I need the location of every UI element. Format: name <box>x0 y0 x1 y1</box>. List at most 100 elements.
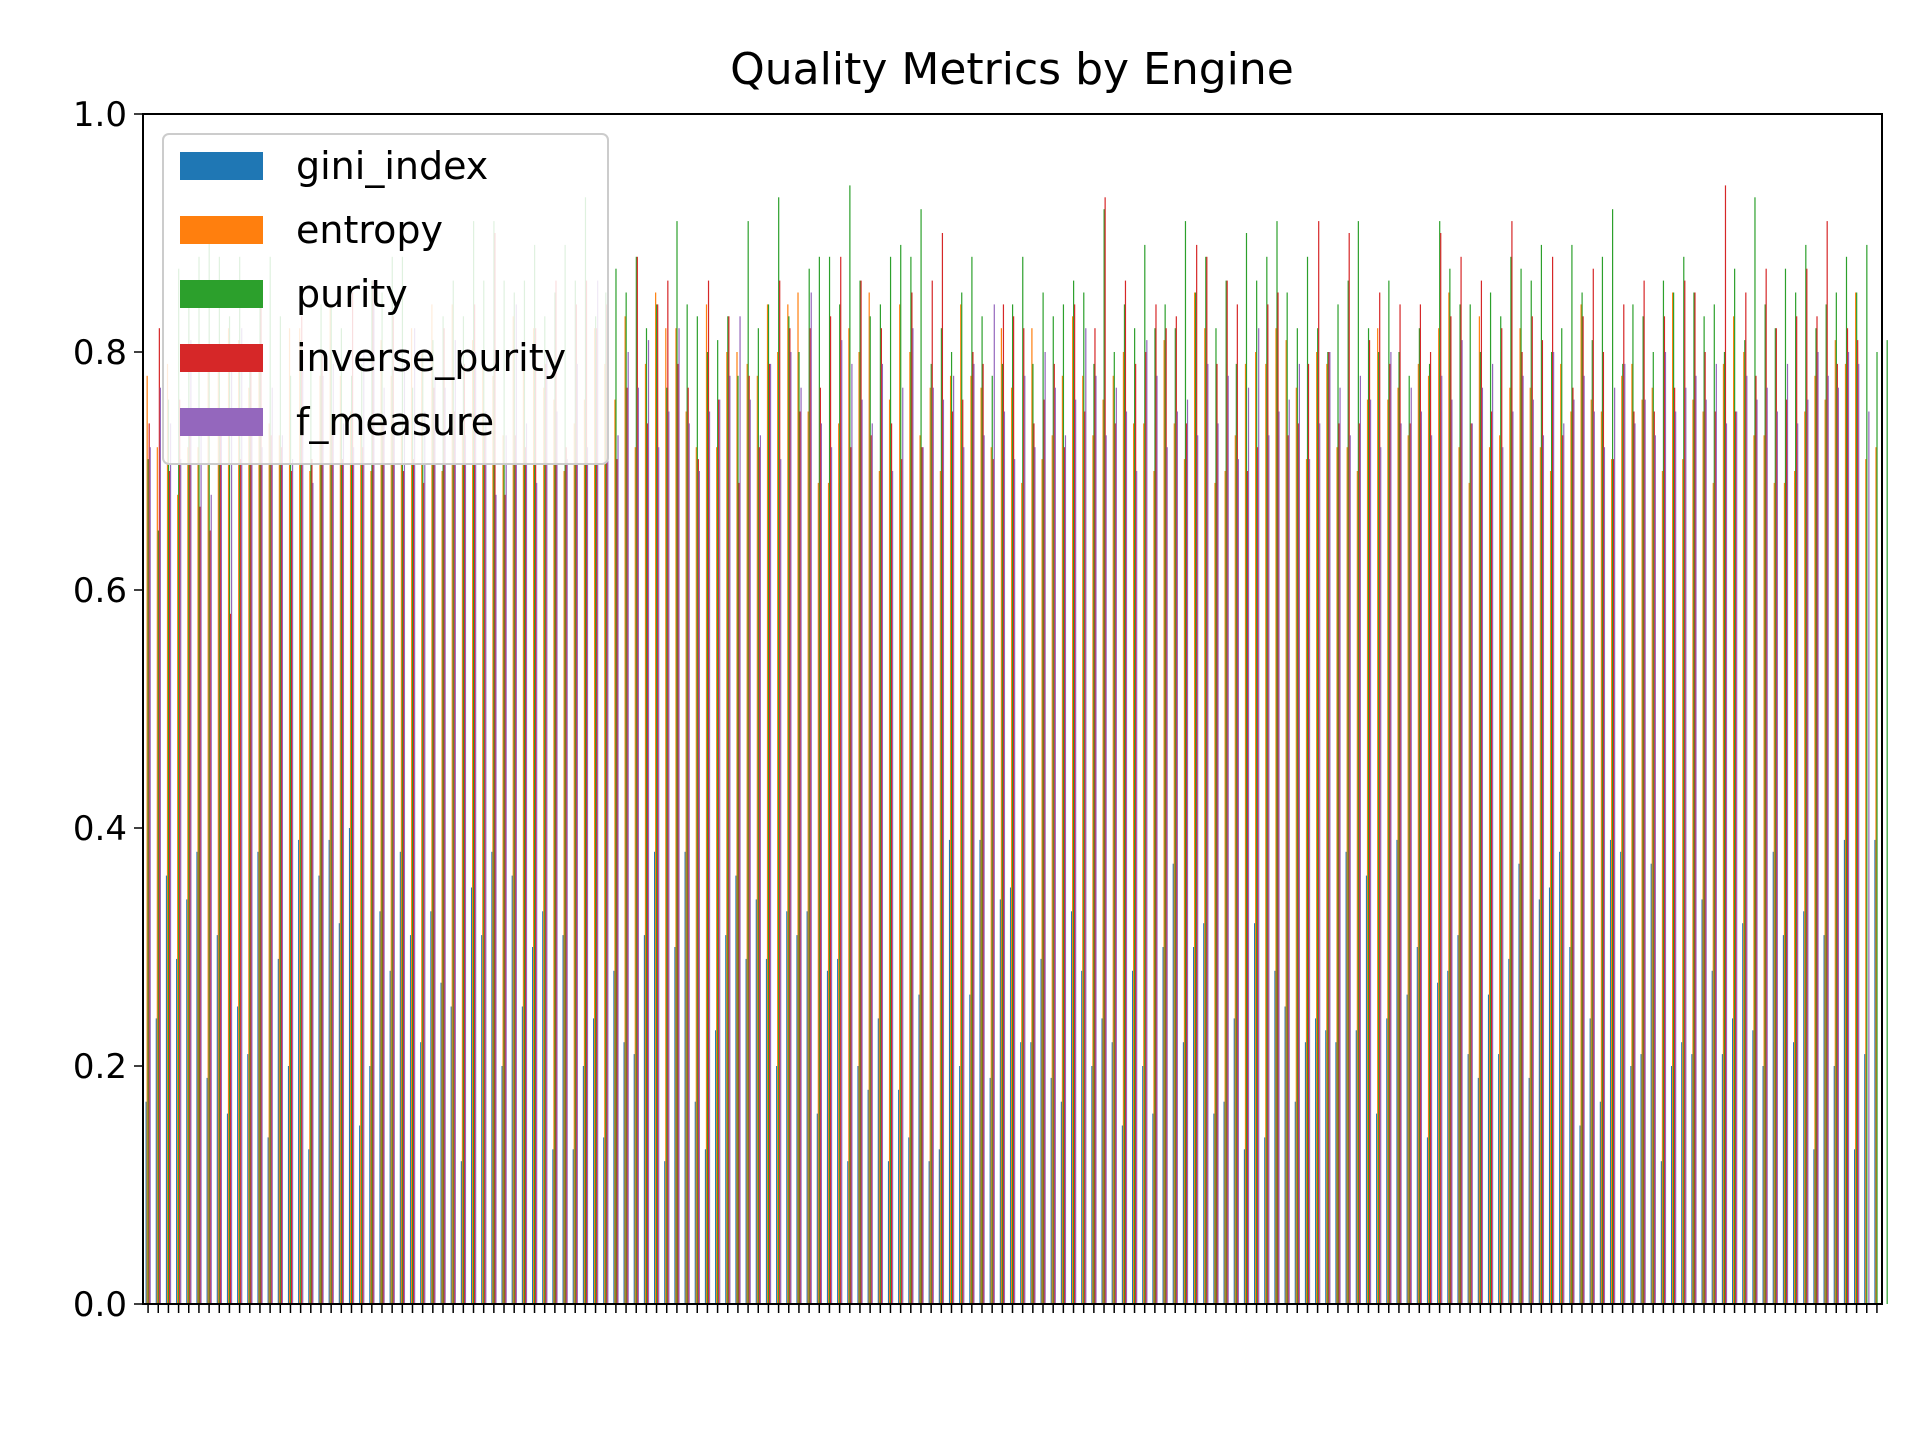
bar-entropy-164 <box>1814 375 1816 1304</box>
bar-purity-59 <box>747 221 749 1305</box>
bar-inverse_purity-66 <box>819 387 821 1304</box>
bar-entropy-140 <box>1570 411 1572 1304</box>
bar-f_measure-129 <box>1461 340 1463 1305</box>
bar-gini_index-43 <box>582 1066 585 1304</box>
bar-f_measure-113 <box>1298 363 1300 1304</box>
bar-gini_index-116 <box>1325 1030 1327 1304</box>
bar-gini_index-73 <box>887 1161 890 1304</box>
bar-gini_index-53 <box>684 851 686 1304</box>
bar-purity-18 <box>330 304 332 1304</box>
bar-purity-97 <box>1134 328 1136 1304</box>
bar-gini_index-48 <box>633 1054 635 1304</box>
bar-purity-169 <box>1866 244 1868 1304</box>
bar-entropy-170 <box>1875 447 1877 1304</box>
bar-f_measure-60 <box>759 435 761 1304</box>
bar-purity-63 <box>788 316 790 1304</box>
bar-entropy-39 <box>543 387 545 1304</box>
bar-gini_index-14 <box>287 1066 290 1304</box>
bar-gini_index-98 <box>1142 1066 1144 1304</box>
bar-entropy-1 <box>156 447 158 1304</box>
bar-inverse_purity-92 <box>1084 411 1086 1304</box>
bar-purity-155 <box>1723 352 1726 1304</box>
bar-purity-108 <box>1245 233 1248 1304</box>
bar-entropy-135 <box>1519 328 1521 1304</box>
bar-entropy-5 <box>197 447 199 1304</box>
bar-inverse_purity-56 <box>718 399 720 1305</box>
bar-purity-56 <box>717 340 719 1305</box>
bar-f_measure-99 <box>1156 375 1158 1304</box>
bar-f_measure-22 <box>373 304 375 1304</box>
bar-gini_index-148 <box>1650 863 1652 1304</box>
legend-label-entropy: entropy <box>296 208 443 252</box>
bar-entropy-161 <box>1783 482 1786 1304</box>
bar-inverse_purity-116 <box>1328 352 1330 1304</box>
bar-entropy-43 <box>583 399 586 1305</box>
bar-entropy-29 <box>441 471 443 1304</box>
bar-gini_index-81 <box>969 994 971 1304</box>
bar-f_measure-16 <box>312 482 314 1304</box>
bar-entropy-132 <box>1488 447 1491 1304</box>
bar-gini_index-66 <box>816 1113 818 1304</box>
bar-purity-24 <box>391 256 393 1304</box>
legend-swatch-purity <box>180 280 263 308</box>
bar-f_measure-142 <box>1593 411 1595 1304</box>
bar-gini_index-72 <box>877 1018 879 1304</box>
y-tick-label: 0.8 <box>73 333 127 373</box>
bar-purity-158 <box>1754 197 1756 1304</box>
bar-gini_index-17 <box>318 875 320 1304</box>
bar-entropy-13 <box>278 435 280 1304</box>
bar-purity-130 <box>1469 304 1471 1304</box>
bar-f_measure-21 <box>363 352 365 1304</box>
bar-purity-19 <box>340 328 342 1304</box>
bar-entropy-160 <box>1773 482 1775 1304</box>
bar-gini_index-142 <box>1589 1018 1591 1304</box>
bar-gini_index-102 <box>1182 1042 1185 1304</box>
bar-purity-2 <box>167 399 170 1305</box>
bar-purity-110 <box>1266 256 1268 1304</box>
bar-purity-117 <box>1337 304 1339 1304</box>
bar-gini_index-70 <box>857 1066 859 1304</box>
bar-inverse_purity-122 <box>1389 363 1391 1304</box>
bar-purity-144 <box>1612 209 1614 1305</box>
bar-purity-89 <box>1052 316 1054 1304</box>
bar-entropy-162 <box>1794 471 1796 1304</box>
bar-f_measure-79 <box>953 375 955 1304</box>
bar-entropy-23 <box>380 340 382 1305</box>
bar-purity-113 <box>1296 328 1298 1304</box>
bar-f_measure-78 <box>942 399 945 1305</box>
bar-f_measure-38 <box>536 482 538 1304</box>
bar-f_measure-83 <box>993 304 995 1304</box>
bar-entropy-18 <box>329 304 331 1304</box>
bar-f_measure-25 <box>403 363 406 1304</box>
bar-gini_index-28 <box>430 911 432 1304</box>
bar-purity-116 <box>1327 352 1329 1304</box>
bar-inverse_purity-100 <box>1165 328 1167 1304</box>
bar-inverse_purity-151 <box>1684 280 1686 1305</box>
bar-inverse_purity-37 <box>524 447 527 1304</box>
bar-gini_index-9 <box>237 1006 239 1304</box>
bar-inverse_purity-88 <box>1043 399 1045 1305</box>
bar-purity-79 <box>950 352 953 1304</box>
bar-entropy-158 <box>1753 435 1755 1304</box>
bar-f_measure-157 <box>1746 375 1748 1304</box>
bar-entropy-72 <box>878 471 880 1304</box>
bar-f_measure-103 <box>1197 435 1199 1304</box>
bar-f_measure-119 <box>1359 375 1361 1304</box>
bar-gini_index-135 <box>1518 863 1520 1304</box>
bar-inverse_purity-160 <box>1775 328 1777 1304</box>
bar-gini_index-139 <box>1559 851 1561 1304</box>
bar-gini_index-24 <box>389 970 391 1304</box>
bar-purity-28 <box>432 340 434 1305</box>
bar-f_measure-149 <box>1664 352 1667 1304</box>
bar-entropy-152 <box>1692 399 1694 1305</box>
bar-f_measure-67 <box>830 447 833 1304</box>
bar-f_measure-111 <box>1278 411 1280 1304</box>
bar-inverse_purity-83 <box>992 459 994 1305</box>
bar-purity-36 <box>513 292 515 1304</box>
bar-entropy-124 <box>1407 435 1409 1304</box>
bar-entropy-111 <box>1275 328 1277 1304</box>
bar-entropy-53 <box>685 411 687 1304</box>
bar-purity-3 <box>178 268 180 1305</box>
bar-gini_index-46 <box>613 970 615 1304</box>
bar-f_measure-160 <box>1776 411 1778 1304</box>
